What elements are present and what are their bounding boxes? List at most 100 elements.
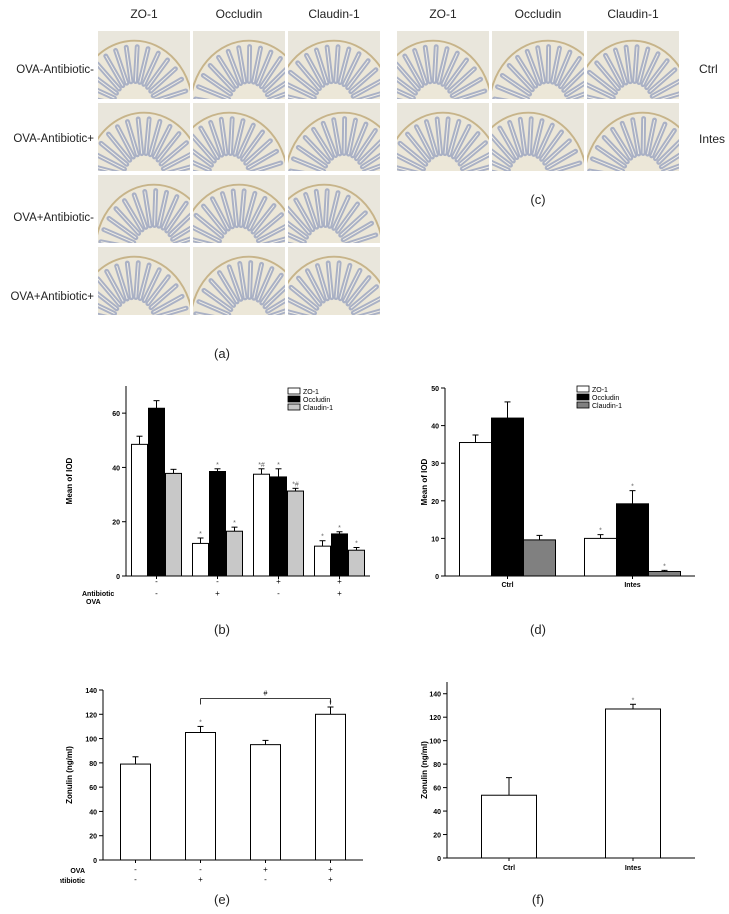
villus-core <box>198 86 229 99</box>
villus-core <box>660 93 679 99</box>
villus-core <box>115 208 139 234</box>
villus-core <box>288 234 305 243</box>
villus-core <box>267 82 285 96</box>
villus-core <box>195 214 223 237</box>
bar <box>192 542 209 577</box>
significance-mark: *# <box>258 462 265 469</box>
villus-core <box>210 280 234 306</box>
x-tick-label-ova: + <box>215 589 220 598</box>
villus-core <box>343 270 361 302</box>
y-tick-label: 20 <box>433 833 441 840</box>
y-tick-label: 30 <box>431 461 439 468</box>
villus-core <box>203 289 232 311</box>
villus-core <box>143 269 160 301</box>
villus-core <box>98 305 115 315</box>
villus-core <box>126 121 138 155</box>
villus-core <box>597 147 625 167</box>
villus-core <box>297 62 320 89</box>
villus-core <box>298 277 321 305</box>
villus-core <box>642 118 645 154</box>
significance-mark: * <box>599 528 602 535</box>
villus-core <box>492 162 509 171</box>
y-axis-title: Zonulin (ng/ml) <box>420 741 429 799</box>
villus-core <box>100 142 128 165</box>
villus-core <box>446 59 467 88</box>
villus-core <box>288 84 315 99</box>
villus-core <box>315 49 328 84</box>
villus-core <box>587 84 614 99</box>
villus-core <box>661 154 679 168</box>
villus-core <box>592 158 623 171</box>
chart-f: 0 20 40 60 80 100 120 140 Zonulin (ng/ml) Ctrl * In… <box>420 682 695 872</box>
villus-core <box>261 274 282 304</box>
x-tick-label: Intes <box>624 582 640 589</box>
villus-core <box>497 86 528 99</box>
legend-swatch <box>287 395 301 403</box>
villus-core <box>264 287 285 308</box>
bar <box>120 763 151 861</box>
villus-core <box>596 62 619 89</box>
row-title-1: OVA-Antibiotic- <box>16 64 94 76</box>
villus-core <box>176 238 190 243</box>
villus-core <box>605 55 623 86</box>
x-tick-label-antibiotic: - <box>216 577 219 586</box>
x-tick-label-antibiotic: + <box>198 875 203 884</box>
bar <box>616 503 649 577</box>
villus-core <box>352 123 367 157</box>
villus-core <box>105 55 124 86</box>
villus-core <box>153 295 183 313</box>
villus-core <box>295 199 314 230</box>
micrograph-tile <box>287 102 381 172</box>
micrograph-grid-c <box>396 30 681 174</box>
micrograph-tile <box>586 30 680 100</box>
villus-core <box>229 118 233 154</box>
villus-core <box>462 154 489 170</box>
column-title-claudin1: Claudin-1 <box>308 7 360 21</box>
chart-b: 0 20 40 60 Mean of IOD * * * *# * *# * * * ZO-1Occludi… <box>65 386 370 604</box>
x-tick-label-ova: + <box>328 865 333 874</box>
villus-core <box>158 192 168 227</box>
villus-core <box>290 71 317 94</box>
villus-core <box>103 229 134 243</box>
villus-core <box>356 130 376 159</box>
villus-core <box>449 68 475 92</box>
bar <box>491 417 524 577</box>
villus-core <box>244 193 256 227</box>
villus-core <box>193 226 220 242</box>
villus-core <box>448 121 460 155</box>
villus-core <box>407 133 430 161</box>
villus-core <box>528 118 532 154</box>
villus-core <box>425 121 437 155</box>
chart-d: 0 10 20 30 40 50 Mean of IOD * * * ZO-1OccludinCla… <box>420 385 695 589</box>
villus-core <box>397 167 412 171</box>
villus-core <box>614 49 627 84</box>
y-tick-label: 60 <box>433 786 441 793</box>
row-label-ova: OVA <box>70 868 85 875</box>
y-tick-label: 20 <box>89 834 97 841</box>
villus-core <box>288 311 303 315</box>
villus-core <box>98 90 115 99</box>
panel-label-e: (e) <box>214 892 230 907</box>
villus-core <box>150 68 176 92</box>
villus-core <box>638 48 649 83</box>
villus-core <box>347 60 369 88</box>
micrograph-grid-a <box>97 30 382 320</box>
villus-core <box>552 47 561 83</box>
villus-core <box>135 262 139 298</box>
villus-core <box>343 118 346 154</box>
villus-core <box>220 119 227 154</box>
x-tick-label-ova: + <box>337 589 342 598</box>
villus-core <box>560 58 580 87</box>
villus-core <box>492 150 511 166</box>
y-tick-label: 40 <box>112 465 120 472</box>
villus-core <box>193 239 208 243</box>
villus-core <box>363 310 380 315</box>
villus-core <box>238 47 246 83</box>
villus-core <box>563 69 584 91</box>
x-tick-label-antibiotic: + <box>328 875 333 884</box>
villus-core <box>322 123 337 156</box>
villus-core <box>621 123 636 156</box>
micrograph-tile <box>192 246 286 316</box>
villus-core <box>350 286 377 309</box>
micrograph-tile <box>586 102 680 172</box>
